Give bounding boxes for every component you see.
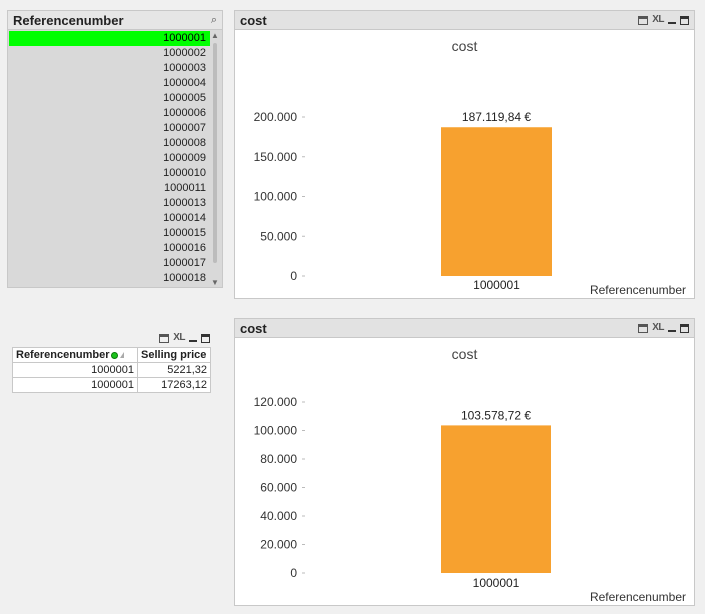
y-tick-label: 20.000 xyxy=(260,538,297,552)
y-tick-label: 200.000 xyxy=(254,110,298,124)
chart-caption-title: cost xyxy=(240,320,267,336)
y-tick-label: 120.000 xyxy=(254,395,298,409)
y-tick-label: 100.000 xyxy=(254,190,298,204)
list-item[interactable]: 1000003 xyxy=(9,61,210,76)
bar-chart: cost 0 50.000 100.000 150.000 200.000 187.119,… xyxy=(254,38,686,297)
list-item[interactable]: 1000015 xyxy=(9,226,210,241)
y-tick-label: 0 xyxy=(290,269,297,283)
list-item[interactable]: 1000013 xyxy=(9,196,210,211)
table-row[interactable]: 1000001 17263,12 xyxy=(12,377,211,393)
excel-export-icon[interactable]: XL xyxy=(652,322,664,333)
excel-export-icon[interactable]: XL xyxy=(652,14,664,25)
scroll-down-icon[interactable]: ▼ xyxy=(211,278,219,287)
y-tick-label: 150.000 xyxy=(254,150,298,164)
sort-arrow-icon[interactable] xyxy=(119,352,124,359)
excel-export-icon[interactable]: XL xyxy=(173,332,185,343)
y-tick-label: 50.000 xyxy=(260,229,297,243)
cell-selling-price: 17263,12 xyxy=(137,377,211,393)
listbox-title: Referencenumber xyxy=(13,12,124,28)
bar xyxy=(441,127,552,276)
table-caption-icons: XL xyxy=(12,329,212,347)
column-header-label: Selling price xyxy=(141,349,207,361)
list-item[interactable]: 1000011 xyxy=(9,181,210,196)
list-item[interactable]: 1000010 xyxy=(9,166,210,181)
list-item[interactable]: 1000007 xyxy=(9,121,210,136)
cost-chart-1[interactable]: cost XL cost 0 50.000 100.000 150.000 200.000… xyxy=(234,10,695,299)
bar xyxy=(441,425,551,573)
scroll-up-icon[interactable]: ▲ xyxy=(211,31,219,40)
chart-title: cost xyxy=(452,38,478,54)
table-header-row: Referencenumber Selling price xyxy=(12,347,211,363)
list-item[interactable]: 1000017 xyxy=(9,256,210,271)
selling-price-table-box: XL Referencenumber Selling price 1000001… xyxy=(12,329,212,395)
list-item[interactable]: 1000009 xyxy=(9,151,210,166)
cell-selling-price: 5221,32 xyxy=(137,362,211,378)
list-item[interactable]: 1000016 xyxy=(9,241,210,256)
print-icon[interactable] xyxy=(638,15,649,25)
chart-caption[interactable]: cost XL xyxy=(235,319,694,338)
maximize-icon[interactable] xyxy=(201,333,210,343)
list-item[interactable]: 1000004 xyxy=(9,76,210,91)
cell-referencenumber: 1000001 xyxy=(12,377,138,393)
search-icon[interactable]: ⌕ xyxy=(210,14,217,26)
y-tick-label: 80.000 xyxy=(260,452,297,466)
list-item[interactable]: 1000005 xyxy=(9,91,210,106)
list-item[interactable]: 1000014 xyxy=(9,211,210,226)
referencenumber-listbox[interactable]: Referencenumber ⌕ 1000001 1000002 1000003 1… xyxy=(7,10,223,288)
listbox-items: 1000001 1000002 1000003 1000004 1000005 10000… xyxy=(9,31,210,287)
column-header-referencenumber[interactable]: Referencenumber xyxy=(12,347,138,363)
bar-data-label: 103.578,72 € xyxy=(461,408,531,422)
list-item[interactable]: 1000008 xyxy=(9,136,210,151)
selection-indicator-icon xyxy=(110,351,118,359)
x-axis-label: Referencenumber xyxy=(590,283,686,297)
column-header-selling-price[interactable]: Selling price xyxy=(137,347,211,363)
list-item[interactable]: 1000018 xyxy=(9,271,210,286)
minimize-icon[interactable] xyxy=(189,340,197,342)
print-icon[interactable] xyxy=(638,323,649,333)
y-tick-label: 100.000 xyxy=(254,424,298,438)
scroll-thumb[interactable] xyxy=(213,43,217,263)
minimize-icon[interactable] xyxy=(668,22,676,24)
bar-chart: cost 0 20.000 40.000 60.000 80.000 100.000 120.… xyxy=(254,346,686,604)
x-tick-label: 1000001 xyxy=(473,576,520,590)
y-tick-label: 40.000 xyxy=(260,509,297,523)
list-item[interactable]: 1000006 xyxy=(9,106,210,121)
listbox-caption[interactable]: Referencenumber ⌕ xyxy=(8,11,222,30)
column-header-label: Referencenumber xyxy=(16,349,110,361)
table-row[interactable]: 1000001 5221,32 xyxy=(12,362,211,378)
selling-price-table: Referencenumber Selling price 1000001 52… xyxy=(12,347,211,393)
cell-referencenumber: 1000001 xyxy=(12,362,138,378)
x-axis-label: Referencenumber xyxy=(590,590,686,604)
list-item[interactable]: 1000001 xyxy=(9,31,210,46)
list-item[interactable]: 1000002 xyxy=(9,46,210,61)
y-tick-label: 0 xyxy=(290,566,297,580)
maximize-icon[interactable] xyxy=(680,15,689,25)
x-tick-label: 1000001 xyxy=(473,278,520,292)
listbox-scrollbar[interactable]: ▲ ▼ xyxy=(210,31,220,287)
chart-caption-title: cost xyxy=(240,12,267,28)
chart-caption[interactable]: cost XL xyxy=(235,11,694,30)
y-tick-label: 60.000 xyxy=(260,481,297,495)
bar-data-label: 187.119,84 € xyxy=(462,110,532,124)
minimize-icon[interactable] xyxy=(668,330,676,332)
cost-chart-2[interactable]: cost XL cost 0 20.000 40.000 60.000 80.000 100… xyxy=(234,318,695,606)
chart-title: cost xyxy=(452,346,478,362)
print-icon[interactable] xyxy=(159,333,170,343)
maximize-icon[interactable] xyxy=(680,323,689,333)
